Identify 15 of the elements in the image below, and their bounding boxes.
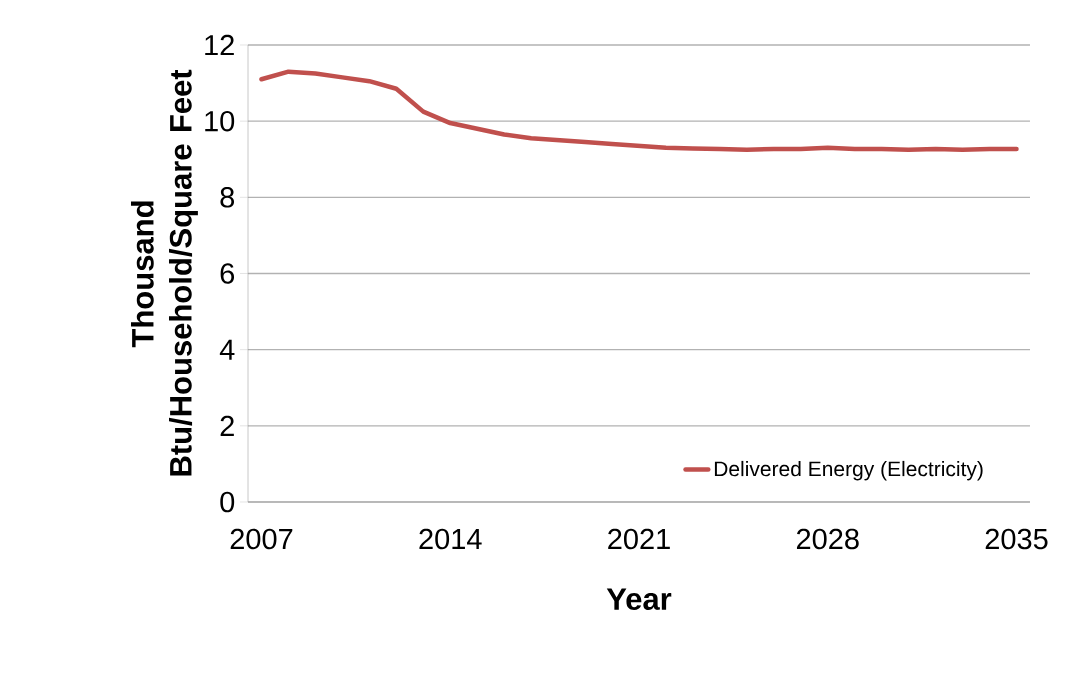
x-axis-title: Year xyxy=(606,588,672,610)
y-tick-label: 12 xyxy=(205,34,234,56)
y-tick-label: 8 xyxy=(220,187,235,208)
legend-label: Delivered Energy (Electricity) xyxy=(714,460,983,481)
y-tick-label: 6 xyxy=(220,263,235,284)
x-tick-label: 2028 xyxy=(796,528,859,550)
x-tick-label: 2007 xyxy=(230,528,293,550)
y-tick-label: 0 xyxy=(220,491,235,513)
y-tick-label: 2 xyxy=(220,415,234,436)
y-tick-label: 4 xyxy=(219,339,235,360)
x-tick-label: 2014 xyxy=(419,528,482,550)
x-tick-label: 2035 xyxy=(985,528,1048,550)
y-axis-title: Thousand Btu/Household/Square Feet xyxy=(130,69,198,476)
y-tick-label: 10 xyxy=(205,110,235,132)
x-tick-label: 2021 xyxy=(608,528,670,550)
